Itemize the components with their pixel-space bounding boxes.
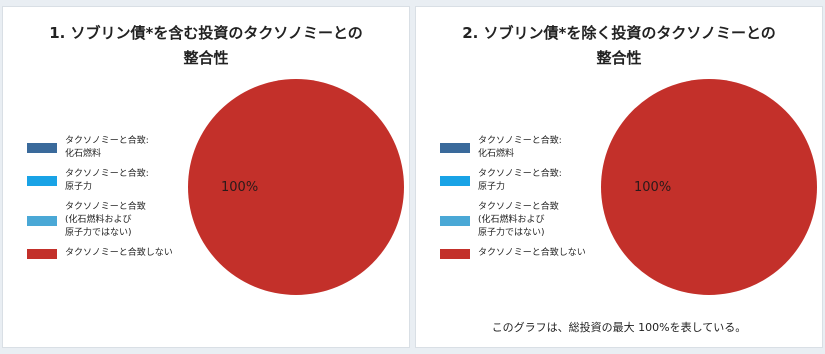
legend-label: タクソノミーと合致: 原子力 [478,169,562,192]
legend: タクソノミーと合致: 化石燃料 タクソノミーと合致: 原子力 タクソノミーと合致… [27,135,217,267]
chart-title: 2. ソブリン債*を除く投資のタクソノミーとの 整合性 [462,24,776,67]
legend-swatch [27,143,57,153]
legend-item: タクソノミーと合致: 原子力 [440,168,630,194]
legend-swatch [27,176,57,186]
legend-item: タクソノミーと合致 (化石燃料および 原子力ではない) [27,201,217,240]
legend-label: タクソノミーと合致しない [65,248,173,258]
chart-panel-1: 1. ソブリン債*を含む投資のタクソノミーとの 整合性 タクソノミーと合致: 化… [2,6,410,348]
pie-slice [188,79,404,295]
pie-chart: 100% [188,79,404,295]
legend-item: タクソノミーと合致 (化石燃料および 原子力ではない) [440,201,630,240]
legend-label: タクソノミーと合致 (化石燃料および 原子力ではない) [478,202,559,238]
legend-swatch [27,215,57,226]
chart-title: 1. ソブリン債*を含む投資のタクソノミーとの 整合性 [49,24,363,67]
legend-label: タクソノミーと合致: 原子力 [65,169,149,192]
data-label: 100% [221,180,258,195]
legend-item: タクソノミーと合致しない [440,247,630,260]
legend-swatch [440,176,470,186]
legend-item: タクソノミーと合致しない [27,247,217,260]
legend-label: タクソノミーと合致: 化石燃料 [65,136,149,159]
legend-swatch [440,143,470,153]
legend-swatch [27,248,57,259]
legend-label: タクソノミーと合致 (化石燃料および 原子力ではない) [65,202,146,238]
legend-swatch [440,215,470,226]
chart-panel-2: 2. ソブリン債*を除く投資のタクソノミーとの 整合性 タクソノミーと合致: 化… [415,6,823,348]
footnote: このグラフは、総投資の最大 100%を表している。 [491,321,747,334]
legend-item: タクソノミーと合致: 化石燃料 [27,135,217,161]
legend: タクソノミーと合致: 化石燃料 タクソノミーと合致: 原子力 タクソノミーと合致… [440,135,630,267]
pie-slice [601,79,817,295]
legend-label: タクソノミーと合致しない [478,248,586,258]
pie-chart: 100% [601,79,817,295]
legend-item: タクソノミーと合致: 原子力 [27,168,217,194]
legend-swatch [440,248,470,259]
legend-item: タクソノミーと合致: 化石燃料 [440,135,630,161]
data-label: 100% [634,180,671,195]
legend-label: タクソノミーと合致: 化石燃料 [478,136,562,159]
